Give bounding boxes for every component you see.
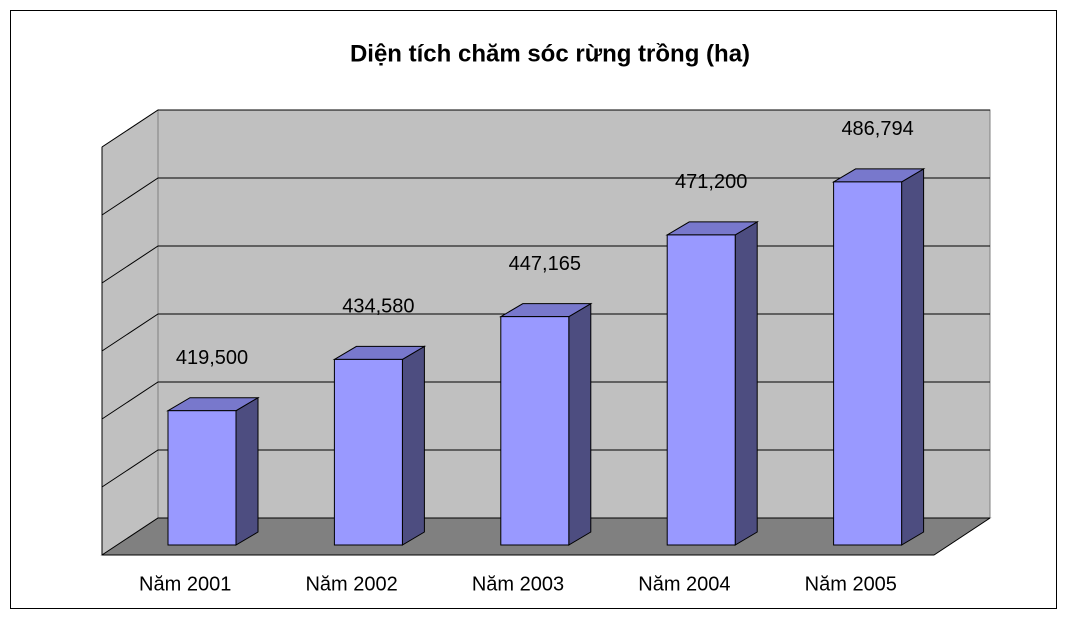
bar-side xyxy=(568,302,592,546)
bar xyxy=(166,396,260,546)
floor-edge xyxy=(933,517,991,556)
bars: 419,500 Năm 2001 434,580 Năm 2002 447,165 Năm… xyxy=(139,118,926,595)
grid-line xyxy=(101,109,990,148)
value-label: 419,500 xyxy=(176,347,248,369)
bar-front xyxy=(167,410,237,546)
bar-front xyxy=(500,316,570,546)
bar xyxy=(831,168,926,546)
bar-side xyxy=(734,221,758,546)
bar xyxy=(665,221,760,546)
grid-line xyxy=(101,177,990,216)
chart-title: Diện tích chăm sóc rừng trồng (ha) xyxy=(350,40,750,67)
x-tick-label: Năm 2001 xyxy=(139,573,231,595)
x-tick-label: Năm 2002 xyxy=(305,573,397,595)
bar-front xyxy=(666,234,736,546)
bar-side xyxy=(901,168,925,546)
value-label: 434,580 xyxy=(342,296,414,318)
value-label: 486,794 xyxy=(841,118,913,140)
bar-front xyxy=(833,181,903,546)
x-tick-label: Năm 2004 xyxy=(638,573,730,595)
bar-side xyxy=(235,396,259,546)
bar-side xyxy=(401,345,425,546)
value-label: 471,200 xyxy=(675,171,747,193)
bar-front xyxy=(333,358,403,546)
x-tick-label: Năm 2003 xyxy=(472,573,564,595)
bar xyxy=(332,345,427,546)
x-tick-label: Năm 2005 xyxy=(805,573,897,595)
value-label: 447,165 xyxy=(509,253,581,275)
bar xyxy=(498,302,593,546)
